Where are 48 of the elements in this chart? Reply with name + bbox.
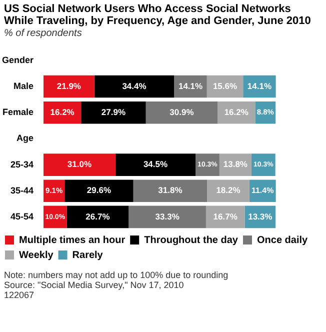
y-tick-label: Female xyxy=(2,107,34,118)
chart-subtitle: % of respondents xyxy=(4,28,83,39)
bar xyxy=(44,154,116,176)
data-label: 16.7% xyxy=(213,211,238,222)
data-label: 26.7% xyxy=(86,211,110,222)
chart-title: US Social Network Users Who Access Social Networks While Traveling, by Frequency, Age and Gender, June 2010 xyxy=(4,3,312,27)
bar xyxy=(64,180,134,202)
data-label: 14.1% xyxy=(178,80,204,91)
y-tick-label: 35-44 xyxy=(10,185,34,196)
data-label: 13.8% xyxy=(223,159,248,170)
data-label: 31.8% xyxy=(158,185,183,196)
bar xyxy=(81,101,146,124)
source-note: Source: "Social Media Survey," Nov 17, 2010 xyxy=(4,280,185,290)
y-tick-label: 25-34 xyxy=(10,159,34,170)
data-label: 30.9% xyxy=(170,106,194,117)
bar xyxy=(133,180,208,202)
bar xyxy=(207,180,250,202)
y-tick-label: Gender xyxy=(2,54,34,65)
legend-label: Once daily xyxy=(256,234,308,246)
data-label: 34.5% xyxy=(143,159,168,170)
legend-label: Throughout the day xyxy=(144,234,238,246)
bar xyxy=(44,75,94,98)
bar xyxy=(94,75,174,98)
text: Note: numbers may not add up to 100% due to rounding xyxy=(4,270,230,280)
data-label: 27.9% xyxy=(101,106,126,117)
data-label: 33.3% xyxy=(155,211,180,222)
data-label: 16.2% xyxy=(224,106,249,117)
data-label: 31.0% xyxy=(67,159,92,170)
bar xyxy=(115,154,196,176)
legend-label: Rarely xyxy=(72,250,104,261)
data-label: 29.6% xyxy=(86,185,112,196)
bar xyxy=(66,206,129,228)
y-tick-label: 45-54 xyxy=(10,211,34,222)
data-label: 13.3% xyxy=(248,211,273,222)
data-label: 14.1% xyxy=(247,80,272,91)
data-label: 21.9% xyxy=(56,80,82,91)
legend-label: Multiple times an hour xyxy=(19,234,126,246)
data-label: 11.4% xyxy=(251,186,274,196)
bar xyxy=(128,206,206,228)
y-tick-label: Age xyxy=(16,133,34,144)
y-tick-label: Male xyxy=(13,81,34,92)
bar xyxy=(146,101,218,124)
data-label: 34.4% xyxy=(122,80,147,91)
data-label: 15.6% xyxy=(212,80,238,91)
data-label: 16.2% xyxy=(50,106,75,117)
legend-label: Weekly xyxy=(19,250,54,261)
text: 122067 xyxy=(4,290,36,300)
data-label: 18.2% xyxy=(216,185,241,196)
